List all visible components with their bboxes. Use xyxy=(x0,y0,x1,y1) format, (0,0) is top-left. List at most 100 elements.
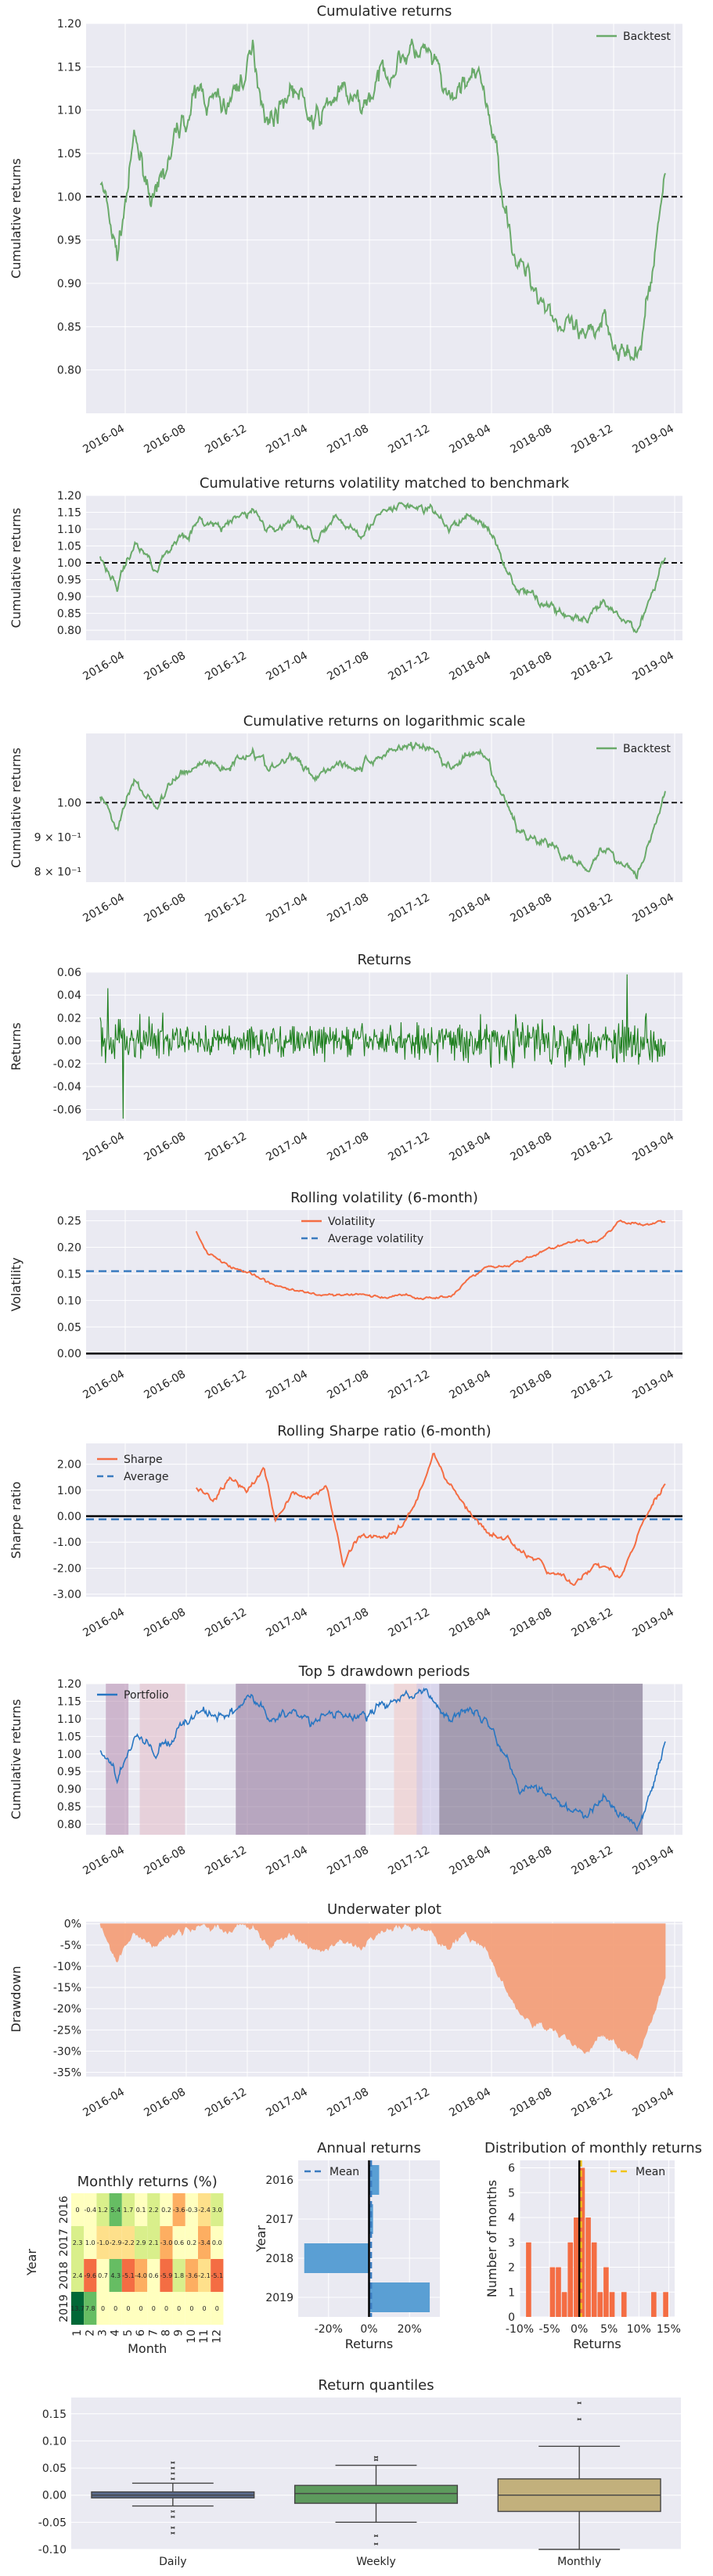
x-tick-label: 10% xyxy=(627,2323,651,2336)
heatmap-cell xyxy=(185,2292,198,2325)
y-tick-label: -0.06 xyxy=(53,1104,81,1116)
heatmap-cell-label: -3.6 xyxy=(185,2272,198,2279)
y-tick-label: 2018 xyxy=(58,2261,70,2290)
heatmap-cell xyxy=(84,2193,97,2226)
histogram-bar xyxy=(651,2292,657,2317)
chart-annual-returns: Annual returns -20% 0% 20% 2016 2017 2018 2019 M… xyxy=(254,2140,440,2351)
histogram-bar xyxy=(574,2218,579,2317)
heatmap-cell xyxy=(172,2226,185,2259)
heatmap-cell-label: 0 xyxy=(126,2305,130,2312)
y-tick-label: 0.06 xyxy=(57,967,81,979)
chart-returns: Returns 2016-04 2016-08 2016-12 2017-04 2017-… xyxy=(9,952,682,1164)
y-axis-label: Cumulative returns xyxy=(9,1699,23,1820)
heatmap-cell xyxy=(211,2193,224,2226)
x-tick-label: 2018-12 xyxy=(569,892,615,925)
y-tick-label: 0.15 xyxy=(42,2408,67,2421)
x-tick-label: 2018-04 xyxy=(447,2086,493,2120)
y-tick-label: -2.00 xyxy=(53,1562,81,1575)
x-tick-label: 2018-12 xyxy=(569,423,615,456)
y-tick-label: 0.25 xyxy=(57,1216,81,1228)
heatmap-cell-label: 1.7 xyxy=(124,2207,134,2214)
x-tick-label: 7 xyxy=(147,2329,160,2336)
series-line-returns xyxy=(99,974,666,1119)
y-tick-label: 0.95 xyxy=(57,1766,81,1778)
x-tick-label: 2017-08 xyxy=(325,892,371,925)
y-tick-label: -20% xyxy=(53,2003,81,2016)
plot-area xyxy=(86,495,682,640)
x-tick-label: 2017-04 xyxy=(264,2086,310,2120)
x-tick-label: 2016-04 xyxy=(81,1606,127,1640)
x-tick-label: 2017-12 xyxy=(386,1844,432,1878)
x-tick-label: 2016-08 xyxy=(142,1606,188,1640)
y-tick-label: 6 xyxy=(508,2163,515,2175)
chart-drawdown: Top 5 drawdown periods 2016-04 2016-08 2016… xyxy=(9,1663,682,1878)
heatmap-cell xyxy=(71,2259,85,2292)
heatmap-cell xyxy=(198,2292,211,2325)
x-tick-label: Monthly xyxy=(557,2556,601,2568)
histogram-bar xyxy=(549,2267,556,2317)
heatmap-cell-label: 2.9 xyxy=(136,2239,146,2246)
heatmap-cell-label: 2.3 xyxy=(73,2239,83,2246)
x-tick-label: 2016-08 xyxy=(142,650,188,683)
y-tick-label: 2017 xyxy=(265,2214,293,2226)
x-tick-label: 2019-04 xyxy=(630,1130,676,1164)
x-tick-label: 2016-04 xyxy=(81,1130,127,1164)
x-tick-label: Weekly xyxy=(356,2556,396,2568)
x-tick-label: 15% xyxy=(657,2323,681,2336)
heatmap-cell-label: -0.3 xyxy=(185,2207,198,2214)
bar xyxy=(369,2204,373,2234)
heatmap-cell-label: 0.1 xyxy=(136,2207,146,2214)
x-tick-label: 2017-08 xyxy=(325,1368,371,1402)
x-tick-label: 2017-12 xyxy=(386,650,432,683)
heatmap-cell xyxy=(211,2292,224,2325)
chart-title: Return quantiles xyxy=(318,2377,434,2394)
y-tick-label: -1.00 xyxy=(53,1537,81,1549)
x-tick-label: 0% xyxy=(360,2323,377,2336)
x-tick-label: 2016-08 xyxy=(142,2086,188,2120)
heatmap-cell-label: 1.2 xyxy=(98,2207,108,2214)
heatmap-cell xyxy=(160,2259,173,2292)
x-tick-label: 2018-12 xyxy=(569,650,615,683)
x-tick-label: 2017-08 xyxy=(325,423,371,456)
x-tick-label: 2016-12 xyxy=(203,1606,249,1640)
y-tick-label: 1.10 xyxy=(57,105,81,117)
y-tick-label: 0.05 xyxy=(57,1321,81,1334)
heatmap-cell xyxy=(71,2292,85,2325)
x-tick-label: 2016-08 xyxy=(142,892,188,925)
chart-log: Cumulative returns on logarithmic scale 2… xyxy=(9,713,682,925)
heatmap-cell xyxy=(71,2193,85,2226)
y-tick-label: 0.80 xyxy=(57,365,81,377)
outlier xyxy=(171,2515,175,2518)
heatmap-cell xyxy=(147,2259,160,2292)
y-tick-label: -3.00 xyxy=(53,1589,81,1601)
y-tick-label: 0 xyxy=(508,2311,515,2324)
x-tick-label: 2016-12 xyxy=(203,423,249,456)
histogram-bar xyxy=(567,2242,574,2317)
heatmap-cell xyxy=(71,2226,85,2259)
y-tick-label: 0.80 xyxy=(57,1819,81,1832)
histogram-bar xyxy=(556,2267,561,2317)
bar xyxy=(369,2165,380,2195)
x-tick-label: 2018-08 xyxy=(508,2086,554,2120)
plot-area xyxy=(520,2160,675,2317)
drawdown-period xyxy=(139,1684,185,1835)
outlier xyxy=(171,2526,175,2529)
y-tick-label: 0.85 xyxy=(57,321,81,333)
y-tick-label: 0.85 xyxy=(57,608,81,621)
heatmap-cell-label: 2.1 xyxy=(149,2239,159,2246)
y-axis-label: Sharpe ratio xyxy=(9,1482,23,1559)
outlier xyxy=(171,2477,175,2481)
histogram-bar xyxy=(663,2292,668,2317)
series-line-sharpe xyxy=(195,1452,666,1587)
outlier xyxy=(373,2542,379,2545)
heatmap-cell-label: -1.0 xyxy=(97,2239,110,2246)
y-tick-label: -30% xyxy=(53,2045,81,2058)
heatmap-cell xyxy=(160,2292,173,2325)
heatmap-cell xyxy=(135,2226,148,2259)
x-tick-label: 2018-08 xyxy=(508,1606,554,1640)
heatmap-cell-label: 0 xyxy=(164,2305,168,2312)
x-tick-label: 2017-08 xyxy=(325,1844,371,1878)
x-tick-label: 2016-12 xyxy=(203,1368,249,1402)
heatmap-cell-label: 0.6 xyxy=(174,2239,184,2246)
